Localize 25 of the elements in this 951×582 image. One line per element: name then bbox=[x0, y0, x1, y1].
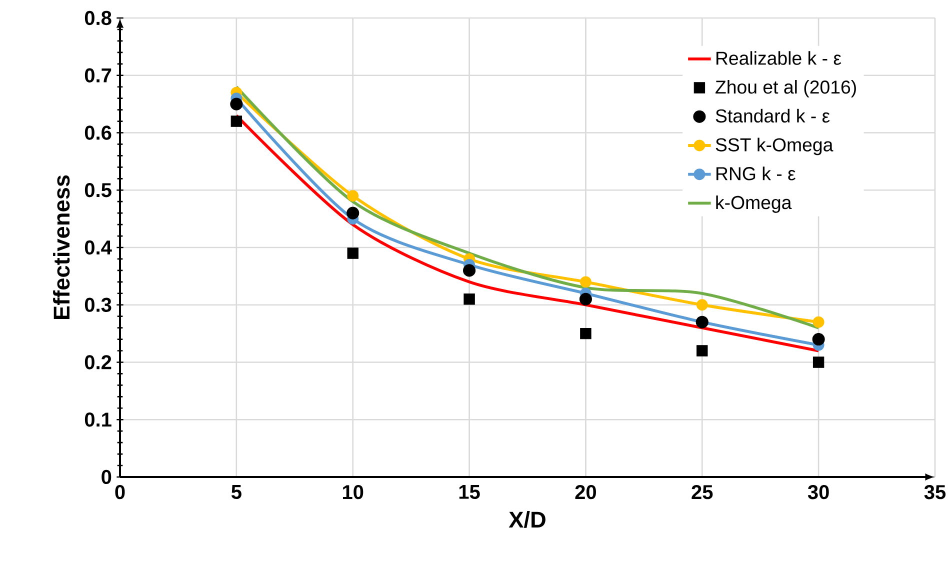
y-tick-label: 0.6 bbox=[84, 126, 112, 140]
x-tick-label: 15 bbox=[459, 485, 480, 499]
legend-label: SST k-Omega bbox=[716, 138, 834, 156]
x-tick-label: 35 bbox=[924, 485, 946, 500]
x-tick-label: 0 bbox=[115, 485, 125, 500]
x-tick-label: 30 bbox=[808, 485, 829, 500]
y-axis-title: Effectiveness bbox=[53, 175, 70, 320]
legend-label: Standard k - ε bbox=[716, 108, 830, 123]
legend-label: Zhou et al (2016) bbox=[716, 80, 856, 98]
y-tick-label: 0.3 bbox=[84, 298, 112, 312]
x-tick-label: 5 bbox=[231, 485, 242, 499]
legend-label: k-Omega bbox=[716, 195, 792, 213]
x-tick-label: 25 bbox=[692, 485, 713, 500]
x-axis-title: X/D bbox=[508, 511, 546, 528]
legend-label: RNG k - ε bbox=[716, 166, 796, 180]
y-tick-label: 0.2 bbox=[84, 355, 112, 370]
y-tick-label: 0.1 bbox=[84, 412, 112, 427]
y-tick-label: 0.5 bbox=[84, 183, 112, 198]
y-tick-label: 0.7 bbox=[84, 68, 112, 82]
y-tick-label: 0 bbox=[102, 470, 112, 484]
x-tick-label: 20 bbox=[575, 485, 596, 500]
legend-label: Realizable k - ε bbox=[716, 51, 842, 65]
x-tick-label: 10 bbox=[342, 485, 364, 500]
y-tick-label: 0.4 bbox=[84, 240, 112, 255]
y-tick-label: 0.8 bbox=[84, 10, 112, 26]
